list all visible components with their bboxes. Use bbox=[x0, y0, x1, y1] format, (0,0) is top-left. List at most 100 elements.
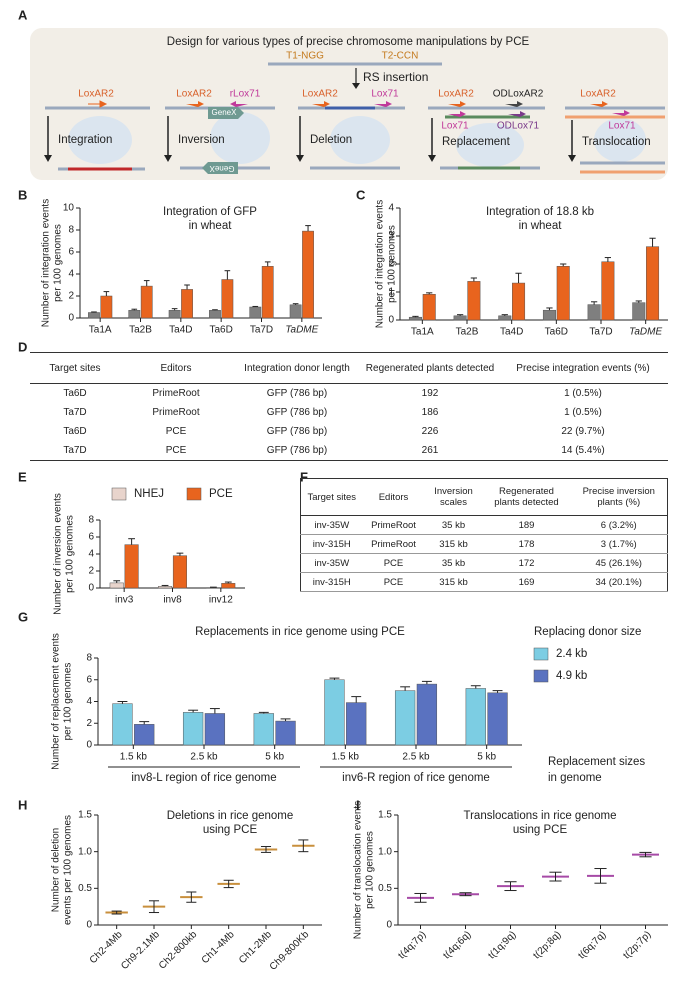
y-axis-label: per 100 genomes bbox=[63, 663, 74, 741]
cell: 226 bbox=[421, 426, 439, 437]
panel-label: F bbox=[300, 469, 308, 484]
x-tick-label: Ta7D bbox=[589, 327, 612, 338]
table-body: Ta6D PrimeRoot GFP (786 bp) 192 1 (0.5%) Ta7D… bbox=[30, 384, 668, 461]
bar bbox=[100, 295, 113, 319]
chart-title: Deletions in rice genome bbox=[167, 810, 294, 822]
site-arrow bbox=[612, 110, 630, 116]
y-tick-label: 6 bbox=[88, 532, 94, 543]
site-label: Lox71 bbox=[371, 89, 399, 100]
cell: PCE bbox=[362, 572, 425, 592]
x-tick-label: Ch9-800Kb bbox=[268, 929, 312, 973]
y-tick-label: 8 bbox=[86, 653, 92, 664]
gene-box bbox=[202, 162, 238, 174]
bar bbox=[204, 713, 226, 746]
y-tick-label: 8 bbox=[68, 225, 74, 236]
legend-label: 4.9 kb bbox=[556, 670, 587, 682]
site-arrow bbox=[312, 101, 330, 107]
y-tick-label: 1.0 bbox=[378, 846, 392, 857]
bar bbox=[542, 309, 556, 321]
cell: 178 bbox=[482, 534, 571, 554]
x-tick-label: Ta7D bbox=[250, 325, 273, 336]
y-axis-label: per 100 genomes bbox=[365, 831, 376, 909]
y-tick-label: 3 bbox=[388, 231, 394, 242]
header-cell: Inversion scales bbox=[424, 478, 483, 516]
table-row: Ta7D PCE GFP (786 bp) 261 14 (5.4%) bbox=[30, 441, 668, 461]
panel-label: B bbox=[18, 187, 27, 202]
header-cell: Editors bbox=[362, 478, 425, 516]
complex bbox=[330, 116, 390, 164]
y-tick-label: 1.5 bbox=[378, 810, 392, 821]
complex bbox=[456, 123, 524, 167]
arrow-head bbox=[568, 155, 576, 162]
x-tick-label: t(1q;9q) bbox=[486, 929, 518, 961]
x-tick-label: Ta6D bbox=[545, 327, 568, 338]
x-tick-label: 2.5 kb bbox=[190, 752, 218, 763]
header-cell: Regenerated plants detected bbox=[482, 478, 571, 516]
bar bbox=[249, 306, 262, 319]
cell: inv-315H bbox=[300, 534, 363, 554]
x-tick-label: Ta1A bbox=[89, 325, 112, 336]
y-tick-label: 6 bbox=[68, 247, 74, 258]
annotation: in genome bbox=[548, 772, 602, 784]
cell: 169 bbox=[482, 572, 571, 592]
panel-label: E bbox=[18, 469, 27, 484]
bar bbox=[172, 555, 187, 589]
group-label: inv8-L region of rice genome bbox=[131, 772, 276, 784]
bar bbox=[134, 724, 155, 746]
legend-title: Replacing donor size bbox=[534, 626, 641, 638]
bar bbox=[209, 310, 221, 319]
y-tick-label: 0.5 bbox=[378, 883, 392, 894]
bar bbox=[324, 679, 345, 746]
x-tick-label: t(2p;7p) bbox=[621, 929, 653, 961]
legend-label: 2.4 kb bbox=[556, 648, 587, 660]
arrow-head bbox=[352, 83, 360, 89]
chart-title: Translocations in rice genome bbox=[464, 810, 617, 822]
x-tick-label: Ch2-800kb bbox=[157, 929, 200, 972]
y-tick-label: 0 bbox=[388, 315, 394, 326]
bar bbox=[112, 703, 133, 746]
chart-title: in wheat bbox=[189, 220, 233, 232]
table-row: Ta6D PCE GFP (786 bp) 226 22 (9.7%) bbox=[30, 422, 668, 441]
bar bbox=[601, 261, 615, 321]
complex bbox=[210, 112, 270, 164]
y-tick-label: 10 bbox=[63, 203, 75, 214]
translocation-scheme: LoxAR2 Lox71 Translocation bbox=[565, 89, 665, 174]
y-tick-label: 0.5 bbox=[78, 883, 92, 894]
x-tick-label: Ch9-2.1Mb bbox=[119, 929, 162, 972]
y-tick-label: 4 bbox=[86, 696, 92, 707]
table-header: Target sites Editors Integration donor len… bbox=[30, 352, 668, 384]
x-tick-label: TaDME bbox=[285, 325, 318, 336]
bar bbox=[182, 712, 204, 746]
bar bbox=[512, 282, 526, 321]
cell: GFP (786 bp) bbox=[266, 426, 328, 437]
bar bbox=[253, 713, 274, 746]
legend-swatch bbox=[533, 669, 549, 683]
header-cell: Target sites bbox=[300, 478, 363, 516]
table-row: inv-315H PCE 315 kb 169 34 (20.1%) bbox=[300, 572, 668, 592]
deletion-scheme: LoxAR2 Lox71 Deletion bbox=[296, 89, 405, 170]
cell: GFP (786 bp) bbox=[266, 407, 328, 418]
bar bbox=[289, 304, 302, 319]
gene-label: GeneX bbox=[209, 164, 235, 173]
cell: PCE bbox=[362, 553, 425, 573]
complex bbox=[594, 118, 646, 162]
chart-title: Integration of 18.8 kb bbox=[486, 206, 594, 218]
cell: 3 (1.7%) bbox=[570, 534, 668, 554]
bar bbox=[158, 586, 173, 589]
cell: 14 (5.4%) bbox=[498, 441, 668, 461]
x-tick-label: Ta4D bbox=[500, 327, 523, 338]
scheme-label: Integration bbox=[58, 134, 112, 146]
y-axis-label: events per 100 genomes bbox=[63, 815, 74, 925]
cell: Ta6D bbox=[63, 388, 87, 399]
bar bbox=[346, 702, 367, 746]
chart-title: in wheat bbox=[519, 220, 563, 232]
x-tick-label: t(2p;8q) bbox=[531, 929, 563, 961]
cell: GFP (786 bp) bbox=[266, 388, 328, 399]
cell: PrimeRoot bbox=[362, 534, 425, 554]
scheme-label: Deletion bbox=[310, 134, 352, 146]
y-tick-label: 1.0 bbox=[78, 846, 92, 857]
y-tick-label: 8 bbox=[88, 515, 94, 526]
cell: 172 bbox=[482, 553, 571, 573]
